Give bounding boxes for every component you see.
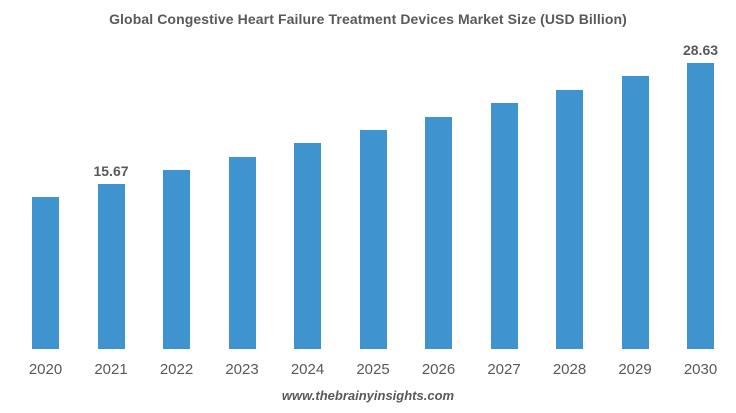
bar-2020: 2020 — [29, 197, 62, 378]
bar-2021: 15.67 2021 — [93, 163, 128, 378]
bar-2030: 28.63 2030 — [683, 42, 718, 378]
x-tick-label-2026: 2026 — [421, 361, 456, 378]
watermark-text: www.thebrainyinsights.com — [281, 388, 455, 403]
bar-2024: 2024 — [291, 143, 324, 378]
bar-2025: 2025 — [356, 130, 390, 378]
bar-2028: 2028 — [553, 89, 586, 378]
x-tick-label-2028: 2028 — [552, 361, 587, 378]
bar-2027: 2027 — [487, 103, 521, 378]
bar-2029: 2029 — [618, 76, 652, 378]
x-tick-label-2024: 2024 — [290, 361, 325, 378]
bar-2023: 2023 — [225, 156, 259, 378]
chart-title: Global Congestive Heart Failure Treatmen… — [109, 11, 627, 27]
x-tick-label-2023: 2023 — [225, 361, 259, 378]
bar-2026: 2026 — [422, 116, 455, 378]
x-tick-label-2025: 2025 — [356, 361, 390, 378]
x-tick-label-2021: 2021 — [94, 361, 128, 378]
x-tick-label-2022: 2022 — [159, 361, 194, 378]
x-tick-label-2030: 2030 — [683, 361, 718, 378]
data-label-2030: 28.63 — [682, 42, 719, 58]
x-tick-label-2020: 2020 — [28, 361, 63, 378]
x-tick-label-2027: 2027 — [487, 361, 521, 378]
bar-chart-plot-area: 2020 15.67 2021 2022 2023 2024 2025 2026 2027 202… — [29, 42, 718, 378]
x-tick-label-2029: 2029 — [618, 361, 652, 378]
bar-2022: 2022 — [160, 170, 193, 378]
data-label-2021: 15.67 — [93, 162, 129, 179]
